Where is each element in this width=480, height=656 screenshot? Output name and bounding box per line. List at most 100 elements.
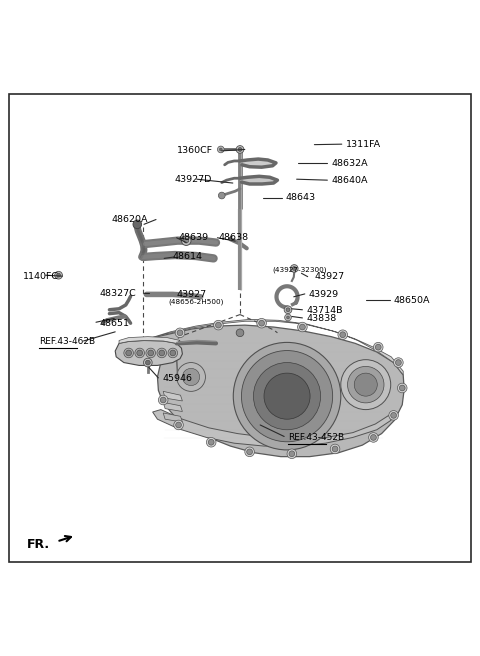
Polygon shape (115, 340, 182, 365)
Circle shape (389, 411, 398, 420)
Circle shape (373, 342, 383, 352)
Circle shape (241, 350, 333, 441)
Text: 43929: 43929 (309, 290, 339, 299)
Circle shape (264, 373, 310, 419)
Circle shape (332, 446, 338, 452)
Circle shape (330, 444, 340, 454)
Polygon shape (240, 159, 276, 167)
Polygon shape (153, 409, 391, 446)
Circle shape (397, 383, 407, 393)
Text: FR.: FR. (26, 539, 49, 552)
Circle shape (159, 350, 165, 356)
Circle shape (157, 348, 167, 358)
Circle shape (145, 360, 150, 365)
Circle shape (287, 316, 289, 319)
Text: 45946: 45946 (162, 375, 192, 383)
Circle shape (259, 320, 264, 326)
Circle shape (208, 440, 214, 445)
Circle shape (287, 449, 297, 459)
Text: 48327C: 48327C (100, 289, 137, 298)
Text: 1140FC: 1140FC (23, 272, 59, 281)
Circle shape (182, 368, 200, 386)
Polygon shape (163, 402, 182, 411)
Circle shape (236, 329, 244, 337)
Circle shape (219, 148, 222, 151)
Circle shape (216, 322, 221, 328)
Circle shape (168, 348, 178, 358)
Text: 48639: 48639 (179, 234, 209, 242)
Text: 43927: 43927 (177, 290, 207, 299)
Circle shape (340, 332, 346, 338)
Circle shape (135, 348, 144, 358)
Circle shape (233, 342, 341, 450)
Text: (43927-32300): (43927-32300) (273, 267, 327, 273)
Text: 48640A: 48640A (331, 176, 368, 184)
Text: 48643: 48643 (286, 194, 316, 203)
Circle shape (284, 306, 292, 314)
Circle shape (146, 348, 156, 358)
Circle shape (371, 434, 376, 440)
Circle shape (144, 358, 152, 367)
Text: 1360CF: 1360CF (177, 146, 213, 155)
Polygon shape (240, 176, 277, 184)
Text: REF.43-462B: REF.43-462B (39, 337, 96, 346)
Circle shape (341, 359, 391, 409)
Circle shape (174, 420, 183, 430)
Circle shape (148, 350, 154, 356)
Circle shape (181, 236, 191, 245)
Circle shape (245, 447, 254, 457)
Circle shape (177, 330, 183, 336)
Circle shape (338, 330, 348, 340)
Polygon shape (149, 319, 403, 375)
Circle shape (285, 314, 291, 321)
Circle shape (160, 397, 166, 403)
Circle shape (57, 274, 60, 277)
Circle shape (236, 146, 244, 154)
Circle shape (184, 238, 189, 243)
Circle shape (286, 308, 290, 312)
Circle shape (369, 433, 378, 442)
Circle shape (177, 363, 205, 392)
Text: 48632A: 48632A (331, 159, 368, 168)
Circle shape (55, 272, 62, 279)
Text: 1311FA: 1311FA (346, 140, 381, 149)
Circle shape (292, 266, 296, 270)
Circle shape (399, 385, 405, 391)
Circle shape (124, 348, 133, 358)
Text: 48638: 48638 (219, 234, 249, 242)
Circle shape (257, 318, 266, 328)
Text: 48620A: 48620A (111, 215, 148, 224)
Text: 48651: 48651 (100, 319, 130, 328)
Circle shape (348, 367, 384, 403)
Circle shape (396, 359, 401, 365)
Circle shape (289, 451, 295, 457)
Circle shape (126, 350, 132, 356)
Circle shape (206, 438, 216, 447)
Polygon shape (163, 413, 182, 422)
Circle shape (300, 324, 305, 330)
Circle shape (158, 395, 168, 405)
Circle shape (394, 358, 403, 367)
Circle shape (247, 449, 252, 455)
Circle shape (137, 350, 143, 356)
Text: 48650A: 48650A (394, 296, 430, 304)
Circle shape (253, 363, 321, 430)
Circle shape (375, 344, 381, 350)
Circle shape (290, 264, 298, 272)
Text: REF.43-452B: REF.43-452B (288, 433, 344, 442)
Circle shape (170, 350, 176, 356)
Polygon shape (119, 337, 180, 343)
Polygon shape (149, 325, 404, 457)
Circle shape (176, 422, 181, 428)
Text: 43927D: 43927D (174, 174, 212, 184)
Polygon shape (163, 392, 182, 401)
Circle shape (218, 192, 225, 199)
Circle shape (354, 373, 377, 396)
Text: 43714B: 43714B (306, 306, 343, 315)
Text: 48614: 48614 (173, 253, 203, 262)
Text: (48656-2H500): (48656-2H500) (168, 298, 223, 305)
Text: 43838: 43838 (306, 314, 336, 323)
Circle shape (391, 413, 396, 419)
Text: 43927: 43927 (314, 272, 345, 281)
Circle shape (298, 322, 307, 332)
